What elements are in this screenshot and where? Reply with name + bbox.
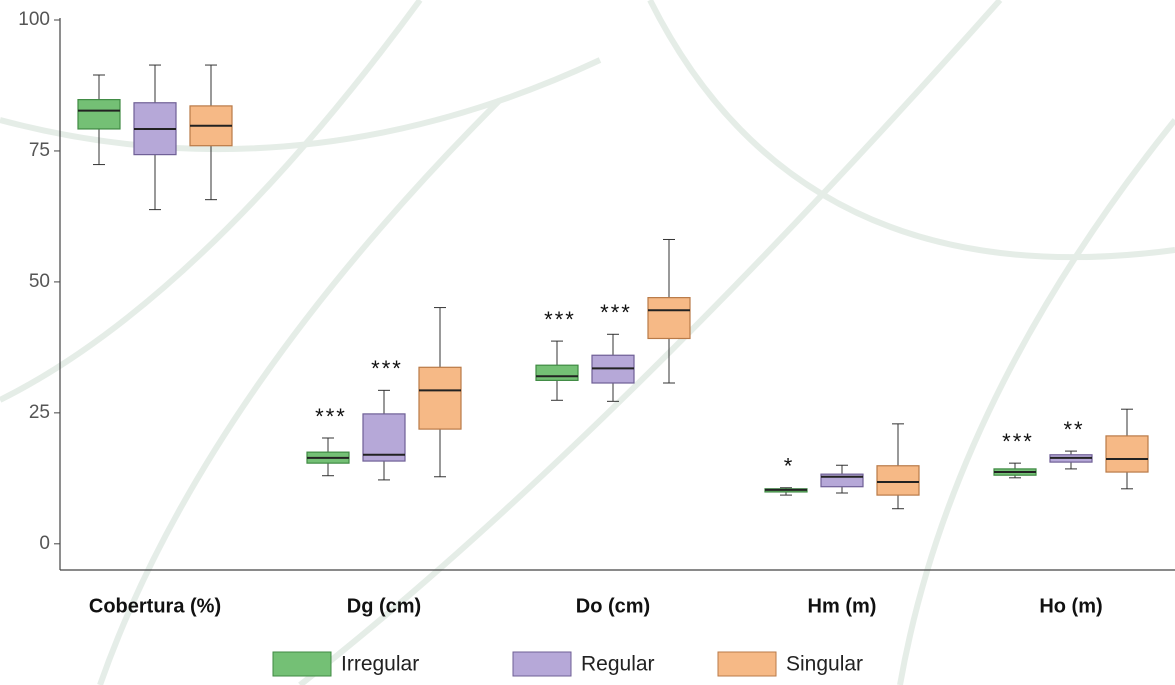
y-tick-label: 100 — [18, 9, 50, 30]
x-tick-label: Ho (m) — [1039, 595, 1102, 617]
legend-swatch — [512, 651, 572, 677]
box — [418, 366, 462, 430]
legend-swatch — [717, 651, 777, 677]
significance-label: *** — [315, 404, 347, 429]
box — [77, 99, 121, 130]
y-tick-label: 50 — [29, 271, 50, 292]
x-tick-label: Hm (m) — [808, 595, 877, 617]
significance-label: *** — [544, 307, 576, 332]
box — [535, 364, 579, 381]
box — [876, 465, 920, 496]
x-tick-label: Do (cm) — [576, 595, 650, 617]
significance-label: *** — [1002, 429, 1034, 454]
significance-label: *** — [600, 300, 632, 325]
box — [1105, 435, 1149, 473]
legend-label: Regular — [581, 653, 655, 676]
y-tick-label: 0 — [39, 533, 50, 554]
box — [647, 297, 691, 340]
legend-label: Irregular — [341, 653, 419, 676]
significance-label: *** — [371, 356, 403, 381]
box — [362, 413, 406, 462]
y-tick-label: 25 — [29, 402, 50, 423]
x-tick-label: Dg (cm) — [347, 595, 421, 617]
y-tick-label: 75 — [29, 140, 50, 161]
x-tick-label: Cobertura (%) — [89, 595, 221, 617]
significance-label: * — [784, 454, 795, 479]
legend-label: Singular — [786, 653, 863, 676]
legend-swatch — [272, 651, 332, 677]
significance-label: ** — [1063, 417, 1084, 442]
